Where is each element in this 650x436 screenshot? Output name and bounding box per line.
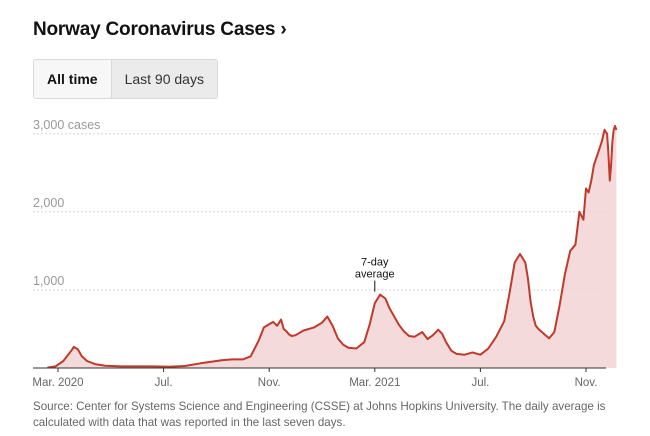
tab-last-90-days[interactable]: Last 90 days (111, 60, 217, 98)
x-tick-label: Nov. (575, 377, 598, 389)
cases-area-fill (47, 126, 617, 368)
annotation-label-line1: 7-day (361, 257, 389, 269)
x-axis-ticks: Mar. 2020 Jul. Nov. Mar. 2021 Jul. Nov. (32, 368, 597, 389)
annotation-label-line2: average (355, 269, 395, 281)
cases-line (47, 125, 618, 369)
x-tick-label: Mar. 2020 (32, 377, 83, 389)
tab-all-time[interactable]: All time (34, 60, 112, 98)
x-tick-label: Mar. 2021 (349, 377, 400, 389)
x-tick-label: Nov. (258, 377, 281, 389)
y-axis-ticks: 1,000 2,000 3,000 cases (33, 118, 100, 288)
y-tick-label: 1,000 (33, 274, 64, 288)
source-note: Source: Center for Systems Science and E… (33, 400, 606, 429)
page-title[interactable]: Norway Coronavirus Cases › (33, 19, 287, 40)
cases-chart: Mar. 2020 Jul. Nov. Mar. 2021 Jul. Nov. 1,000… (32, 118, 618, 389)
x-tick-label: Jul. (471, 377, 489, 389)
y-tick-label: 3,000 cases (33, 118, 100, 132)
time-range-toggle: All time Last 90 days (33, 59, 218, 99)
x-tick-label: Jul. (155, 377, 173, 389)
y-tick-label: 2,000 (33, 196, 64, 210)
